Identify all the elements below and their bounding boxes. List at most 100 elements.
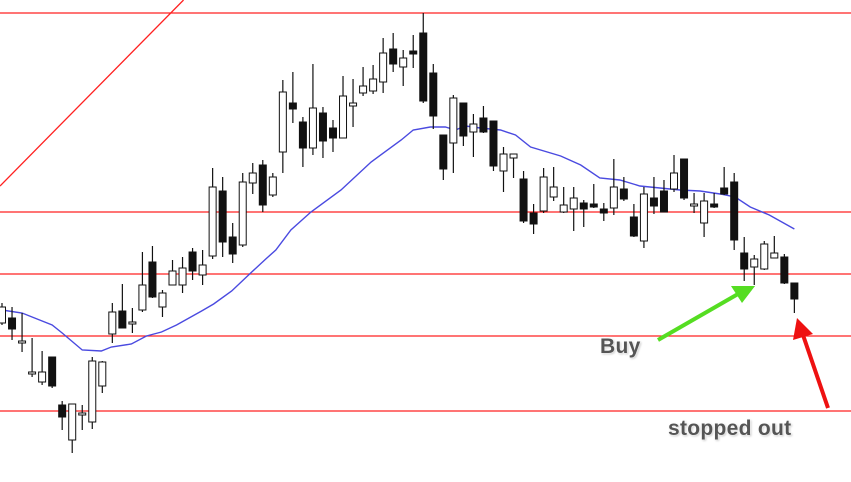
- candle: [48, 356, 57, 388]
- candle: [409, 35, 418, 68]
- candle-body: [18, 340, 27, 344]
- candle: [439, 134, 448, 180]
- candle-body: [308, 107, 317, 149]
- candle-body: [278, 91, 287, 153]
- candle: [750, 255, 759, 285]
- candle-body: [770, 252, 779, 259]
- candle: [28, 338, 37, 377]
- candle-body: [539, 176, 548, 212]
- candle: [639, 187, 648, 248]
- candle-body: [389, 48, 398, 65]
- candle: [720, 167, 729, 195]
- candle-body: [0, 306, 6, 324]
- candle: [700, 193, 709, 237]
- candle-body: [28, 371, 37, 375]
- candle: [228, 223, 237, 263]
- candle: [579, 200, 588, 227]
- candle-body: [730, 181, 739, 241]
- candle: [148, 246, 157, 298]
- candle-body: [790, 282, 799, 300]
- candle-body: [609, 186, 618, 209]
- candle-body: [639, 193, 648, 242]
- candle: [308, 64, 317, 155]
- candle-body: [178, 267, 187, 286]
- candle: [38, 351, 47, 385]
- candle-body: [158, 292, 167, 308]
- candle: [780, 254, 789, 284]
- candle-body: [649, 197, 658, 207]
- candle-body: [579, 202, 588, 210]
- buy-arrow: [657, 286, 755, 342]
- candle: [710, 193, 719, 208]
- candle: [258, 160, 267, 212]
- candle: [198, 250, 207, 285]
- candle-body: [459, 102, 468, 137]
- candle: [158, 290, 167, 317]
- candle-body: [429, 72, 438, 117]
- candle: [529, 204, 538, 234]
- candle: [208, 168, 217, 259]
- candle-body: [419, 32, 428, 102]
- candle: [359, 67, 368, 96]
- candle: [369, 65, 378, 94]
- candle-body: [599, 208, 608, 214]
- candle: [549, 167, 558, 201]
- candle-body: [469, 123, 478, 133]
- candle: [459, 102, 468, 146]
- candle: [479, 106, 488, 133]
- candle-body: [138, 284, 147, 311]
- candle: [68, 403, 77, 453]
- candle: [18, 313, 27, 352]
- candle: [559, 187, 568, 213]
- candle: [589, 184, 598, 208]
- candle: [318, 107, 327, 158]
- candle-body: [720, 187, 729, 195]
- candle-body: [619, 188, 628, 200]
- candle: [469, 114, 478, 157]
- candle: [569, 187, 578, 231]
- candle-body: [188, 251, 197, 272]
- candle-body: [238, 181, 247, 246]
- candle: [118, 284, 127, 329]
- candle-body: [78, 412, 87, 416]
- candle-body: [258, 164, 267, 206]
- trendline: [0, 0, 185, 187]
- candle-body: [760, 243, 769, 270]
- candle: [78, 405, 87, 430]
- candle-body: [339, 95, 348, 139]
- buy-label: Buy: [600, 335, 641, 358]
- candle-body: [168, 270, 177, 286]
- candle: [539, 168, 548, 213]
- candle-body: [88, 360, 97, 423]
- candle: [288, 72, 297, 123]
- candle-body: [529, 212, 538, 225]
- moving-average-group: [1, 125, 795, 352]
- candle: [649, 177, 658, 214]
- candle: [58, 401, 67, 430]
- candle-body: [148, 261, 157, 298]
- trendline-group: [0, 0, 185, 187]
- candle-body: [228, 236, 237, 255]
- candle: [168, 260, 177, 286]
- candle-body: [670, 172, 679, 190]
- candle: [218, 177, 227, 257]
- candle-body: [569, 197, 578, 210]
- candle: [88, 357, 97, 429]
- candle: [178, 257, 187, 293]
- candle: [399, 50, 408, 86]
- candle-body: [479, 117, 488, 133]
- candle-body: [38, 371, 47, 383]
- candle-body: [710, 203, 719, 208]
- candle: [609, 159, 618, 215]
- candle-body: [589, 203, 598, 208]
- candle: [268, 173, 277, 197]
- candle: [449, 95, 458, 173]
- candle-body: [8, 317, 17, 330]
- candle-body: [268, 176, 277, 196]
- candle: [509, 153, 518, 178]
- candle-body: [449, 97, 458, 144]
- candle: [108, 303, 117, 343]
- candle-body: [208, 186, 217, 257]
- candle-body: [198, 264, 207, 276]
